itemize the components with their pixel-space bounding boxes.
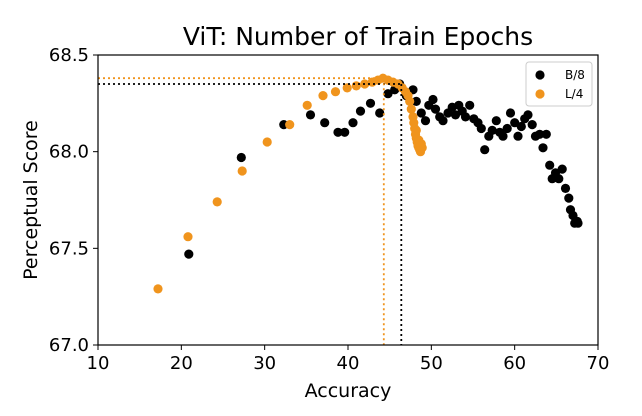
x-tick-label-40: 40	[337, 353, 360, 374]
point-b8-36	[487, 125, 497, 135]
y-tick-label-68.5: 68.5	[49, 45, 89, 66]
legend-label-l4: L/4	[565, 87, 583, 101]
x-tick-label-70: 70	[587, 353, 610, 374]
point-b8-29	[460, 112, 471, 122]
point-l4-0	[153, 284, 163, 294]
point-l4-35	[411, 125, 421, 135]
point-b8-6	[340, 127, 350, 137]
point-b8-49	[535, 129, 545, 139]
point-l4-37	[415, 141, 426, 151]
axis-ticks-layer: 10 20 30 40 50 60 70 67.0 67.5 68.0 68.5	[49, 45, 610, 374]
point-b8-34	[480, 145, 490, 155]
point-l4-9	[342, 83, 352, 93]
point-l4-5	[285, 120, 295, 130]
x-tick-label-60: 60	[503, 353, 526, 374]
point-b8-3	[305, 110, 316, 120]
point-b8-10	[375, 108, 385, 118]
point-b8-4	[320, 118, 330, 128]
point-l4-1	[183, 232, 193, 242]
points-layer	[153, 73, 583, 294]
point-b8-33	[476, 123, 486, 134]
point-l4-21	[405, 96, 415, 106]
x-tick-label-30: 30	[253, 353, 276, 374]
point-b8-1	[236, 152, 246, 163]
point-b8-40	[502, 123, 512, 134]
y-axis-label: Perceptual Score	[20, 120, 42, 280]
point-b8-57	[560, 183, 571, 193]
point-b8-44	[516, 121, 526, 132]
point-b8-50	[538, 143, 548, 153]
point-b8-41	[505, 108, 516, 118]
x-tick-label-20: 20	[170, 353, 193, 374]
legend-label-b8: B/8	[565, 68, 585, 82]
point-b8-30	[465, 100, 475, 110]
point-b8-23	[438, 116, 448, 126]
point-b8-55	[554, 174, 564, 184]
point-l4-4	[262, 137, 272, 147]
point-b8-39	[498, 131, 508, 141]
point-b8-46	[523, 110, 533, 120]
x-axis-label: Accuracy	[305, 380, 392, 402]
point-l4-2	[212, 197, 222, 207]
y-tick-label-67.5: 67.5	[49, 238, 89, 259]
point-b8-63	[573, 218, 583, 228]
point-b8-56	[557, 164, 567, 174]
point-b8-26	[450, 110, 461, 120]
point-b8-17	[416, 108, 426, 118]
point-l4-22	[406, 104, 416, 114]
point-b8-16	[411, 96, 421, 106]
point-b8-52	[545, 160, 555, 170]
chart-title: ViT: Number of Train Epochs	[183, 22, 533, 51]
point-l4-6	[302, 100, 312, 110]
point-b8-5	[333, 127, 343, 137]
point-l4-10	[351, 81, 361, 91]
point-b8-20	[428, 94, 438, 105]
x-tick-label-50: 50	[420, 353, 443, 374]
point-b8-58	[564, 193, 574, 203]
point-b8-37	[491, 116, 501, 126]
point-b8-9	[365, 98, 376, 108]
marker-lines-layer	[98, 77, 403, 345]
point-b8-47	[527, 120, 537, 130]
point-b8-51	[541, 129, 551, 139]
point-b8-43	[513, 131, 523, 141]
y-tick-label-68.0: 68.0	[49, 142, 89, 163]
y-tick-label-67.0: 67.0	[49, 335, 89, 356]
point-l4-8	[330, 87, 341, 97]
point-b8-21	[430, 104, 441, 114]
legend: B/8L/4	[525, 61, 593, 107]
point-b8-8	[355, 106, 366, 116]
point-l4-3	[237, 166, 247, 176]
point-b8-11	[383, 89, 393, 99]
legend-marker-l4	[535, 89, 545, 99]
plot-area-frame	[97, 54, 599, 346]
point-b8-0	[184, 249, 194, 259]
x-tick-label-10: 10	[87, 353, 110, 374]
point-b8-18	[420, 116, 431, 126]
legend-marker-b8	[535, 70, 545, 80]
point-l4-7	[318, 91, 328, 101]
point-b8-7	[348, 118, 358, 128]
